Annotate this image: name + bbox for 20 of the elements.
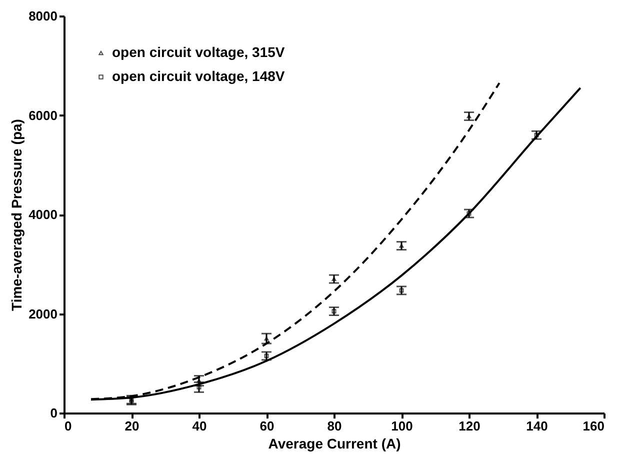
x-tick-label: 0	[64, 418, 72, 434]
legend-label: open circuit voltage, 315V	[112, 44, 286, 60]
y-tick-label: 2000	[28, 306, 58, 322]
point	[264, 336, 269, 341]
x-tick-label: 100	[391, 418, 413, 434]
y-axis-title: Time-averaged Pressure (pa)	[8, 119, 25, 311]
x-tick-label: 60	[260, 418, 274, 434]
y-tick-label: 6000	[28, 108, 58, 123]
x-tick-label: 120	[458, 418, 480, 434]
x-tick-label: 140	[526, 418, 548, 434]
y-tick-label: 0	[50, 406, 58, 420]
x-tick-label: 40	[192, 418, 207, 434]
x-tick-label: 80	[327, 418, 342, 434]
x-axis-title: Average Current (A)	[268, 436, 401, 452]
point	[196, 384, 202, 390]
y-tick-label: 4000	[28, 207, 58, 222]
y-tick-label: 8000	[28, 8, 58, 24]
x-tick-label: 160	[582, 418, 604, 434]
x-tick-label: 20	[124, 418, 140, 434]
legend-label: open circuit voltage, 148V	[112, 68, 286, 84]
